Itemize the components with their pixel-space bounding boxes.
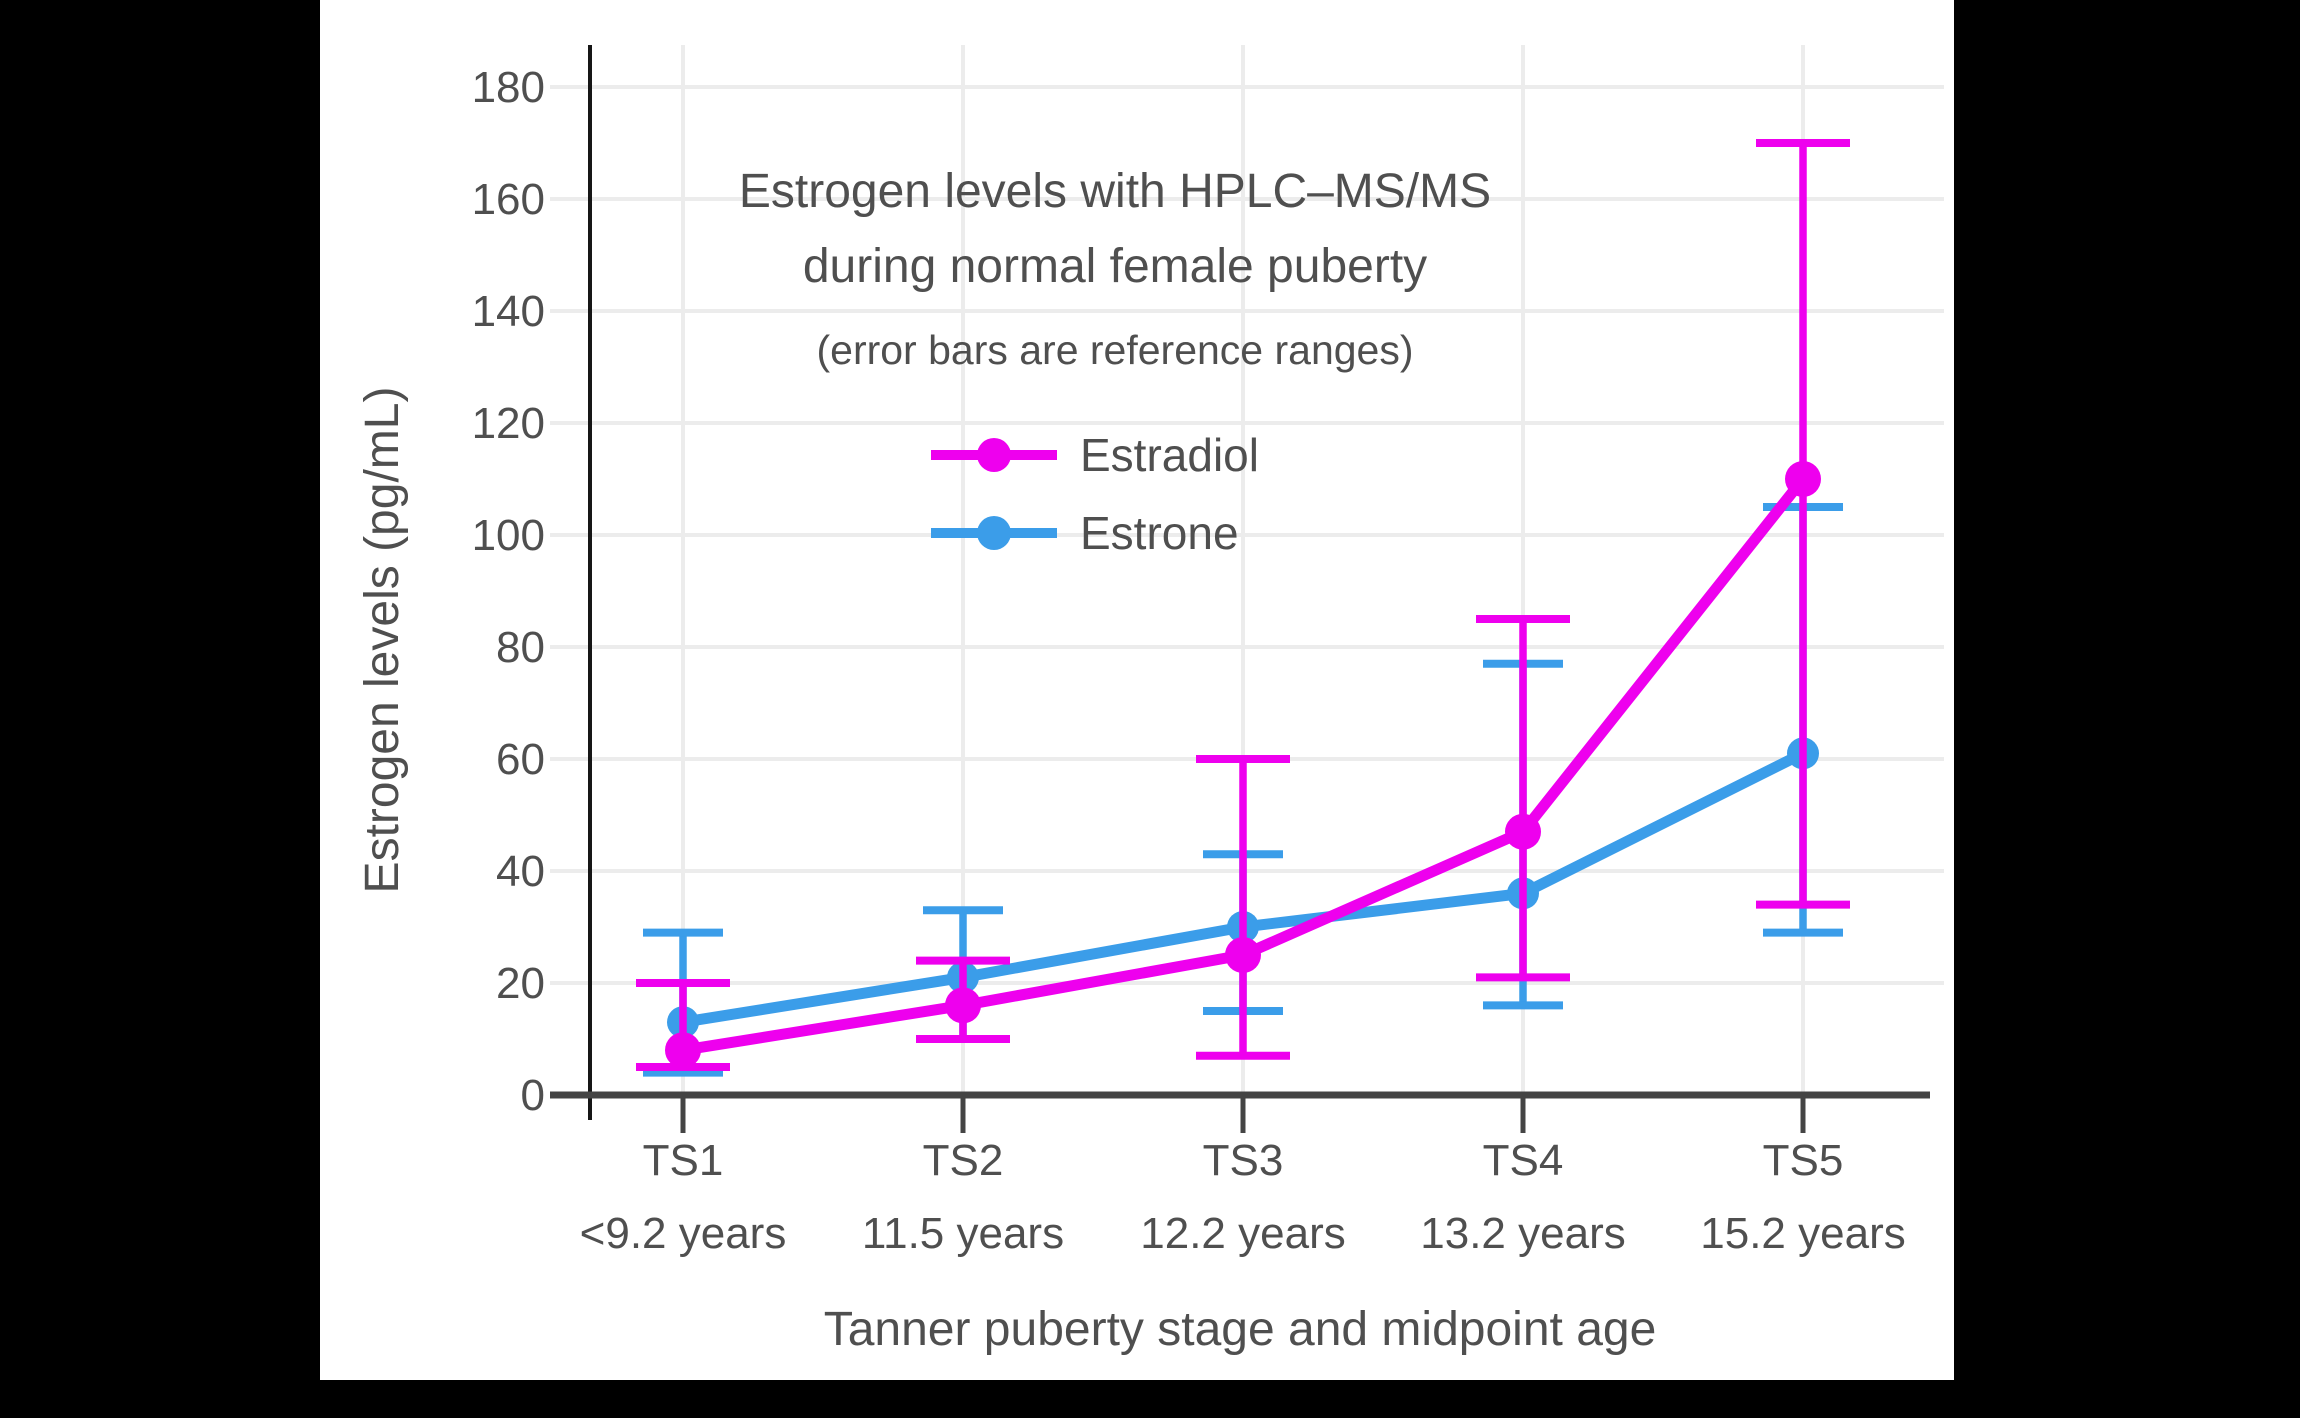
y-tick-label: 0 — [521, 1071, 545, 1120]
marker-estradiol-ts5 — [1785, 461, 1821, 497]
series-layer — [636, 139, 1850, 1077]
x-tick-sublabel: 13.2 years — [1420, 1209, 1625, 1258]
y-tick-label: 40 — [496, 847, 545, 896]
chart-subtitle: (error bars are reference ranges) — [816, 327, 1413, 373]
y-tick-label: 140 — [472, 287, 545, 336]
marker-estradiol-ts4 — [1505, 813, 1541, 850]
x-tick-label: TS4 — [1483, 1136, 1564, 1185]
x-axis-title: Tanner puberty stage and midpoint age — [824, 1303, 1657, 1356]
legend-marker-estradiol — [977, 438, 1011, 472]
x-tick-sublabel: 11.5 years — [862, 1209, 1064, 1258]
series-estradiol — [636, 139, 1850, 1071]
chart-title-line1: Estrogen levels with HPLC–MS/MS — [739, 165, 1491, 218]
chart-title-line2: during normal female puberty — [803, 240, 1427, 293]
legend-label-estrone: Estrone — [1080, 507, 1239, 559]
x-tick-label: TS5 — [1763, 1136, 1844, 1185]
x-tick-sublabel: 15.2 years — [1700, 1209, 1905, 1258]
legend-item-estrone: Estrone — [931, 507, 1239, 559]
x-tick-label: TS1 — [643, 1136, 724, 1185]
labels-layer: Estrogen levels with HPLC–MS/MS during n… — [356, 63, 1906, 1356]
estrogen-line-chart: Estrogen levels with HPLC–MS/MS during n… — [356, 45, 1944, 1356]
marker-estradiol-ts2 — [945, 987, 981, 1024]
y-tick-label: 180 — [472, 63, 545, 112]
marker-estradiol-ts3 — [1225, 937, 1261, 973]
y-tick-label: 100 — [472, 511, 545, 560]
x-tick-sublabel: 12.2 years — [1140, 1209, 1345, 1258]
legend-marker-estrone — [977, 516, 1011, 550]
legend-item-estradiol: Estradiol — [931, 429, 1259, 481]
y-tick-label: 60 — [496, 735, 545, 784]
x-tick-label: TS3 — [1203, 1136, 1284, 1185]
legend: Estradiol Estrone — [931, 429, 1259, 559]
x-tick-sublabel: <9.2 years — [580, 1209, 787, 1258]
y-tick-label: 20 — [496, 959, 545, 1008]
axis-layer — [550, 45, 1930, 1133]
y-tick-label: 80 — [496, 623, 545, 672]
marker-estradiol-ts1 — [665, 1032, 701, 1069]
chart-canvas: Estrogen levels with HPLC–MS/MS during n… — [320, 0, 1954, 1380]
y-tick-label: 120 — [472, 399, 545, 448]
y-tick-label: 160 — [472, 175, 545, 224]
y-axis-title: Estrogen levels (pg/mL) — [356, 387, 409, 894]
legend-label-estradiol: Estradiol — [1080, 429, 1259, 481]
x-tick-label: TS2 — [923, 1136, 1004, 1185]
